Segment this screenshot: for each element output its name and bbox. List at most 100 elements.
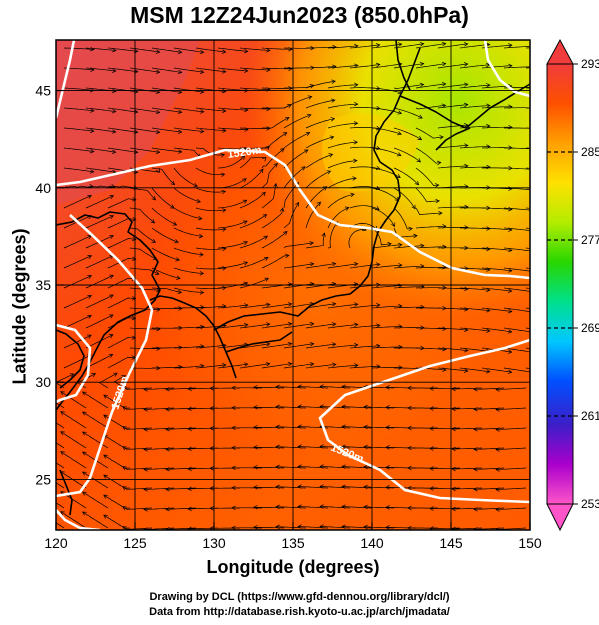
streamline-arrowhead	[231, 445, 236, 451]
streamline-arrowhead	[407, 465, 412, 471]
streamline-arrowhead	[87, 274, 92, 280]
streamline-arrowhead	[154, 270, 160, 275]
y-axis-label: Latitude (degrees)	[9, 228, 30, 385]
streamline	[239, 343, 270, 349]
streamline	[504, 147, 530, 150]
streamline	[56, 502, 65, 509]
streamline-arrowhead	[508, 63, 513, 69]
streamline-arrowhead	[242, 199, 248, 204]
streamline	[349, 304, 380, 309]
streamline-arrowhead	[376, 323, 381, 328]
streamline-arrowhead	[279, 148, 285, 153]
streamline	[481, 367, 512, 373]
streamline	[276, 386, 307, 389]
streamline	[452, 467, 483, 470]
streamline	[481, 287, 512, 292]
streamline-arrowhead	[187, 446, 192, 452]
streamline	[82, 471, 109, 489]
streamline	[349, 365, 380, 369]
streamline-arrowhead	[200, 305, 205, 310]
streamline-arrowhead	[319, 384, 324, 389]
streamline-arrowhead	[209, 406, 214, 411]
streamline	[393, 167, 419, 186]
streamline-arrowhead	[322, 186, 328, 191]
streamline	[195, 364, 226, 369]
streamline-arrowhead	[495, 507, 500, 512]
streamline-arrowhead	[486, 103, 491, 108]
streamline	[217, 241, 248, 249]
streamline	[415, 167, 439, 186]
streamline-arrowhead	[398, 283, 403, 288]
streamline	[107, 258, 136, 269]
streamline	[297, 386, 329, 389]
streamline	[195, 147, 225, 156]
streamline	[107, 238, 136, 249]
streamline-arrowhead	[473, 487, 478, 492]
streamline-arrowhead	[508, 43, 513, 48]
streamline	[459, 347, 490, 352]
streamline-arrowhead	[103, 414, 108, 419]
streamline	[393, 245, 424, 249]
streamline	[253, 526, 285, 529]
streamline	[503, 247, 530, 252]
axes: 120 125 130 135 140 145 150 25 30 35 40 45	[35, 83, 541, 551]
streamline	[151, 67, 182, 73]
streamline-arrowhead	[222, 266, 227, 271]
streamline-arrowhead	[264, 256, 269, 261]
streamline-arrowhead	[434, 183, 440, 188]
streamline	[393, 107, 423, 119]
streamline-arrowhead	[187, 386, 192, 392]
streamline	[151, 247, 180, 261]
streamline-arrowhead	[418, 114, 423, 119]
streamline-arrowhead	[263, 235, 269, 240]
streamline	[503, 66, 530, 69]
streamline	[283, 323, 314, 329]
streamline	[107, 277, 136, 289]
streamline	[151, 267, 181, 279]
streamline	[107, 337, 136, 349]
streamline	[173, 107, 204, 113]
streamline-arrowhead	[330, 98, 336, 103]
streamline	[481, 207, 513, 210]
streamline-arrowhead	[354, 63, 359, 68]
streamline	[107, 67, 138, 73]
streamline	[261, 363, 292, 369]
streamline	[253, 466, 285, 469]
streamline-arrowhead	[451, 426, 456, 432]
streamline	[437, 43, 468, 49]
streamline	[261, 163, 278, 189]
streamline-arrowhead	[463, 62, 469, 67]
streamline-arrowhead	[199, 69, 205, 75]
streamline-arrowhead	[407, 425, 412, 431]
streamline	[253, 426, 285, 429]
streamline	[63, 127, 94, 132]
streamline	[327, 160, 357, 169]
streamline-arrowhead	[341, 524, 346, 529]
streamline	[195, 67, 226, 73]
streamline	[173, 187, 201, 203]
streamline	[63, 295, 92, 309]
streamline-arrowhead	[175, 257, 180, 262]
streamline	[60, 471, 87, 489]
streamline	[107, 47, 138, 52]
streamline-arrowhead	[407, 385, 412, 391]
streamline	[217, 67, 248, 72]
streamline	[305, 153, 333, 169]
streamline	[393, 43, 424, 49]
streamline	[283, 363, 314, 369]
streamline-arrowhead	[60, 451, 65, 456]
streamline	[107, 147, 138, 153]
streamline-arrowhead	[108, 353, 114, 358]
streamline-arrowhead	[473, 427, 478, 432]
streamline	[63, 107, 94, 112]
streamline	[85, 255, 114, 269]
streamline	[217, 155, 245, 169]
streamline	[165, 447, 197, 450]
streamline-arrowhead	[309, 84, 315, 89]
streamline	[173, 227, 203, 237]
streamline	[82, 491, 109, 509]
streamline-arrowhead	[122, 486, 127, 491]
streamline	[195, 167, 225, 176]
streamline-arrowhead	[288, 86, 293, 91]
streamline	[122, 406, 153, 410]
